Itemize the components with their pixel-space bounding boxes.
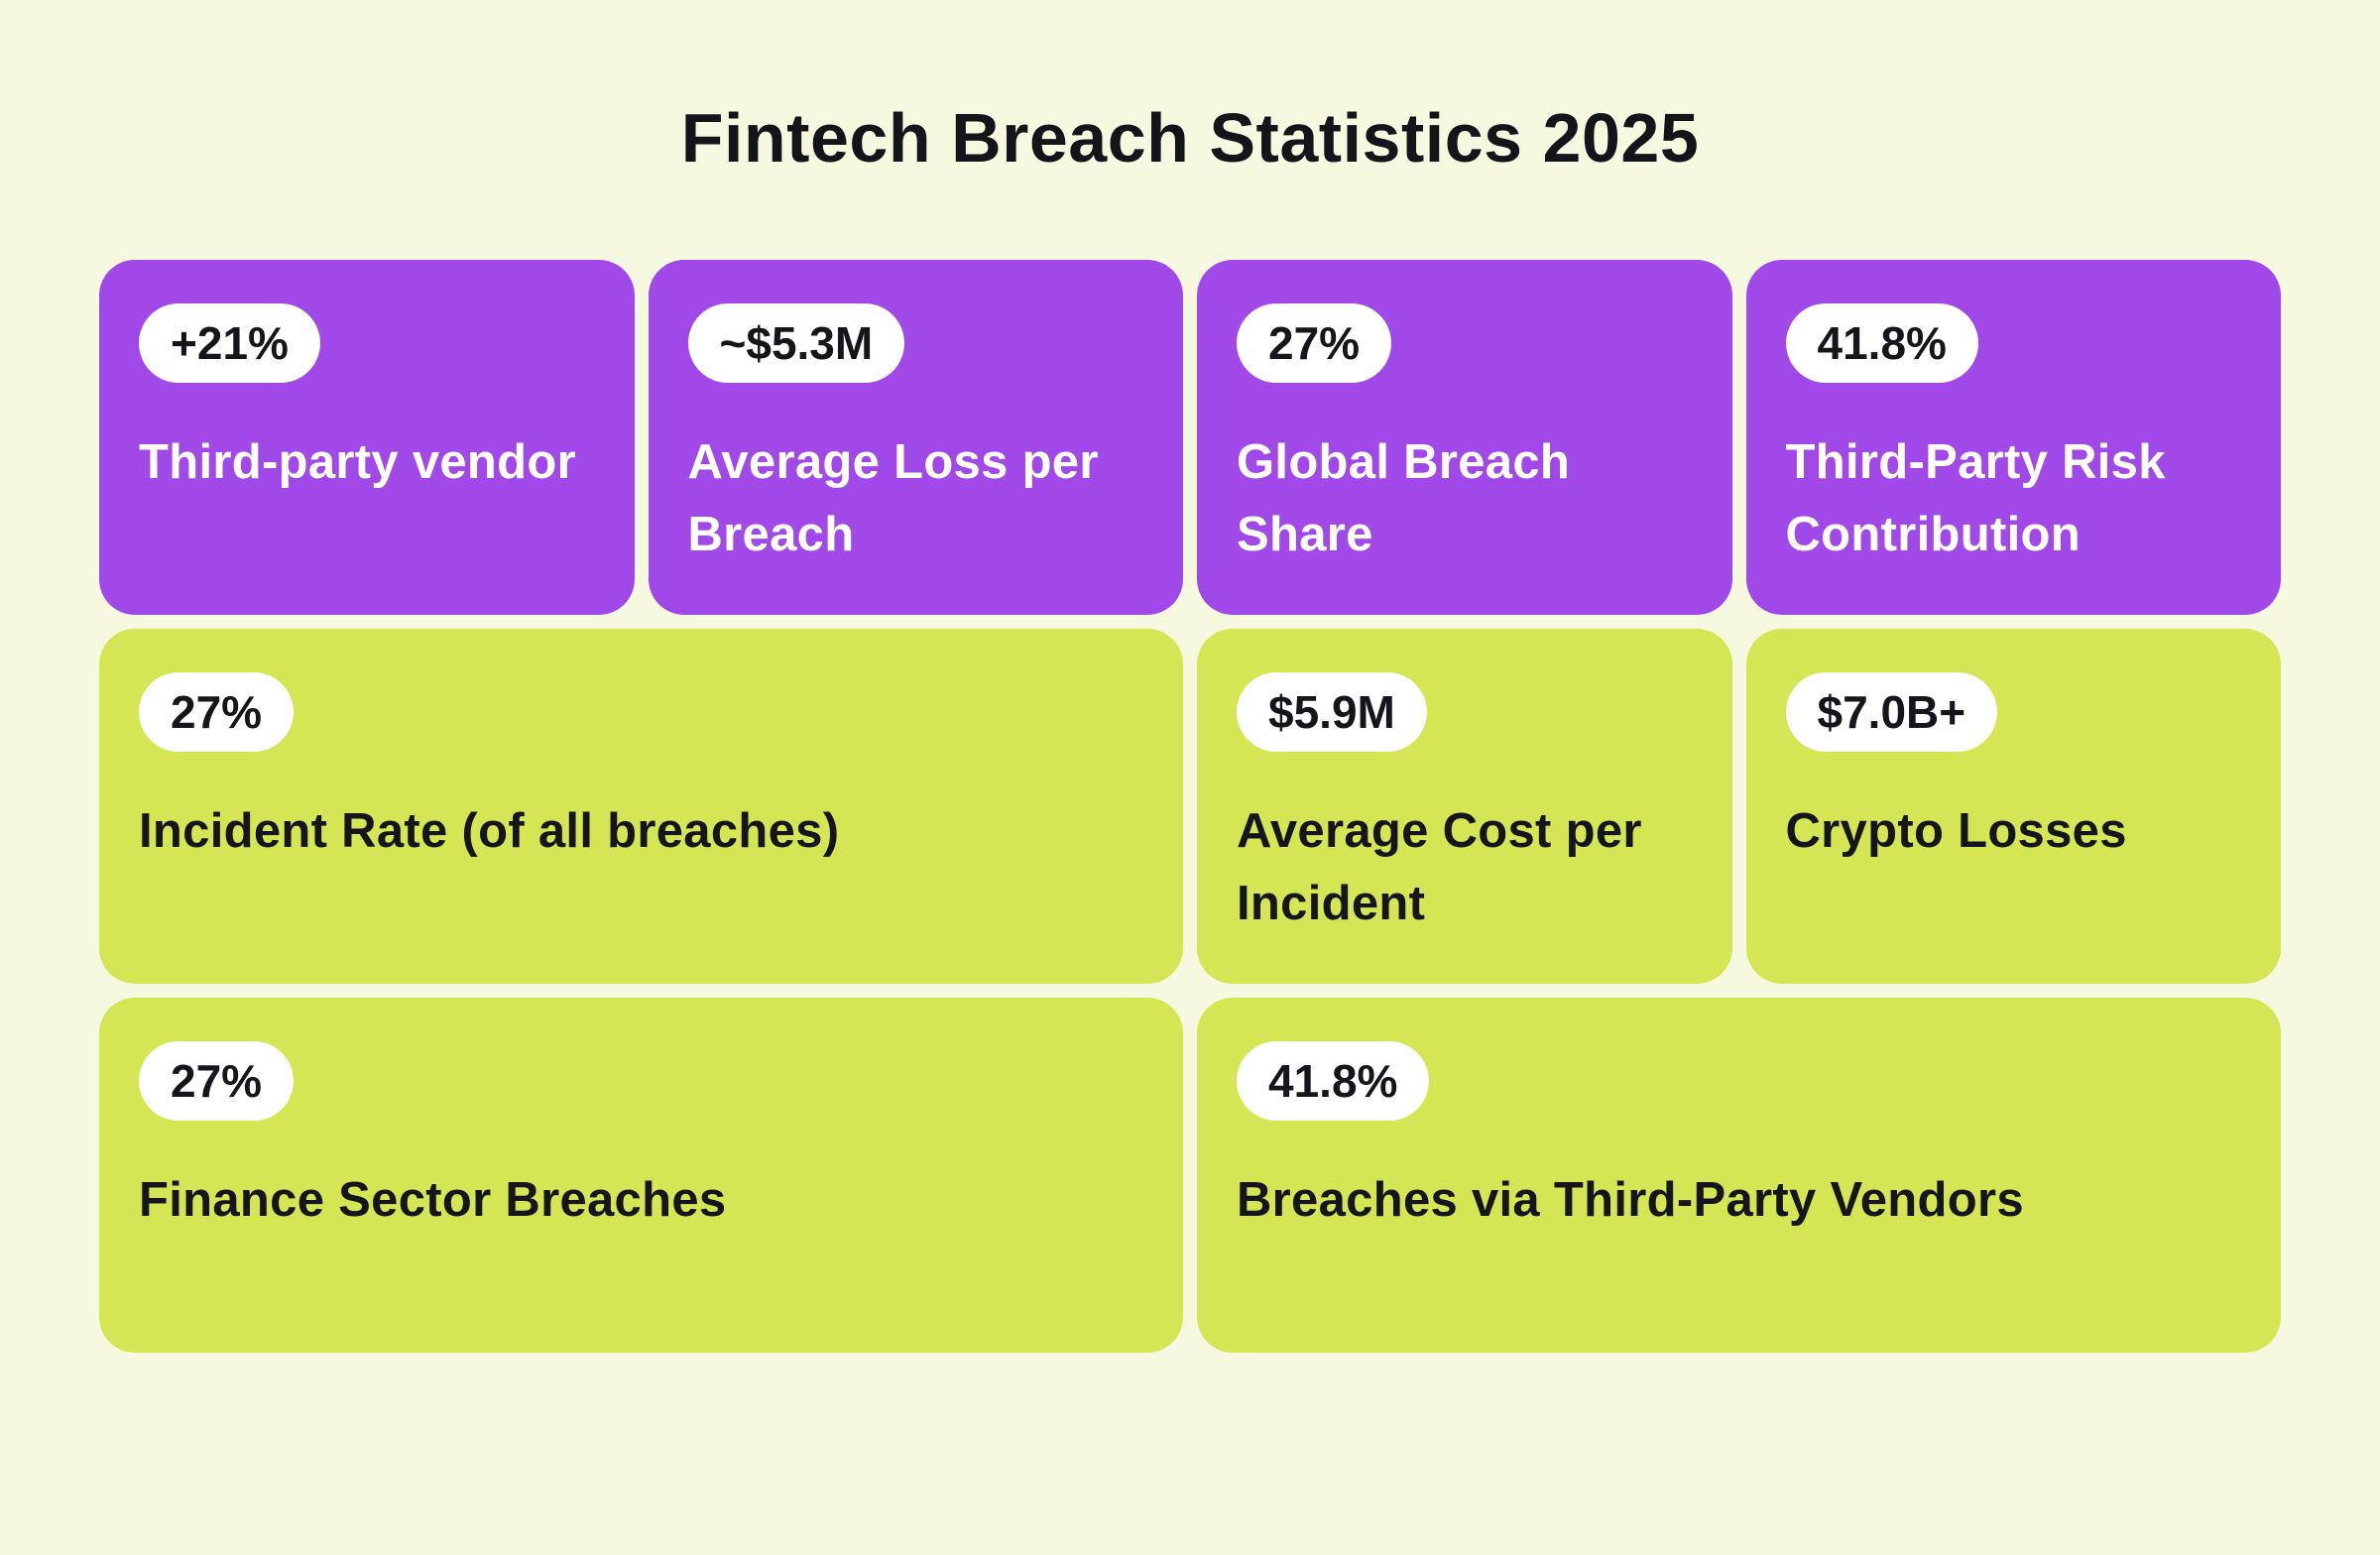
page-title: Fintech Breach Statistics 2025 (680, 99, 1700, 177)
stat-label: Third-Party Risk Contribution (1785, 435, 2166, 561)
stat-card: 41.8% Third-Party Risk Contribution (1745, 260, 2281, 615)
stat-card: $5.9M Average Cost per Incident (1197, 629, 1732, 984)
stat-card: +21% Third-party vendor (99, 260, 635, 615)
stat-label: Global Breach Share (1237, 435, 1571, 561)
stat-card: 27% Global Breach Share (1197, 260, 1732, 615)
stat-value-badge: 27% (139, 1041, 295, 1121)
stat-card: 27% Incident Rate (of all breaches) (99, 629, 1183, 984)
stat-card: 27% Finance Sector Breaches (99, 998, 1183, 1353)
stat-label: Average Loss per Breach (687, 435, 1099, 561)
stat-value-badge: $5.9M (1237, 672, 1427, 752)
stat-value-badge: 27% (139, 672, 295, 752)
stat-label: Average Cost per Incident (1237, 804, 1642, 930)
stat-card: ~$5.3M Average Loss per Breach (648, 260, 1183, 615)
stat-label: Breaches via Third-Party Vendors (1237, 1173, 2024, 1227)
stat-label: Third-party vendor (139, 435, 576, 489)
stat-value-badge: 41.8% (1237, 1041, 1430, 1121)
stat-value-badge: $7.0B+ (1785, 672, 1998, 752)
stat-label: Incident Rate (of all breaches) (139, 804, 840, 858)
stat-value-badge: 41.8% (1785, 303, 1978, 383)
stats-grid: +21% Third-party vendor ~$5.3M Average L… (99, 260, 2281, 1353)
stat-value-badge: +21% (139, 303, 320, 383)
stat-label: Crypto Losses (1785, 804, 2127, 858)
stat-card: 41.8% Breaches via Third-Party Vendors (1197, 998, 2281, 1353)
stat-label: Finance Sector Breaches (139, 1173, 727, 1227)
stat-card: $7.0B+ Crypto Losses (1745, 629, 2281, 984)
stat-value-badge: ~$5.3M (687, 303, 905, 383)
stat-value-badge: 27% (1237, 303, 1392, 383)
